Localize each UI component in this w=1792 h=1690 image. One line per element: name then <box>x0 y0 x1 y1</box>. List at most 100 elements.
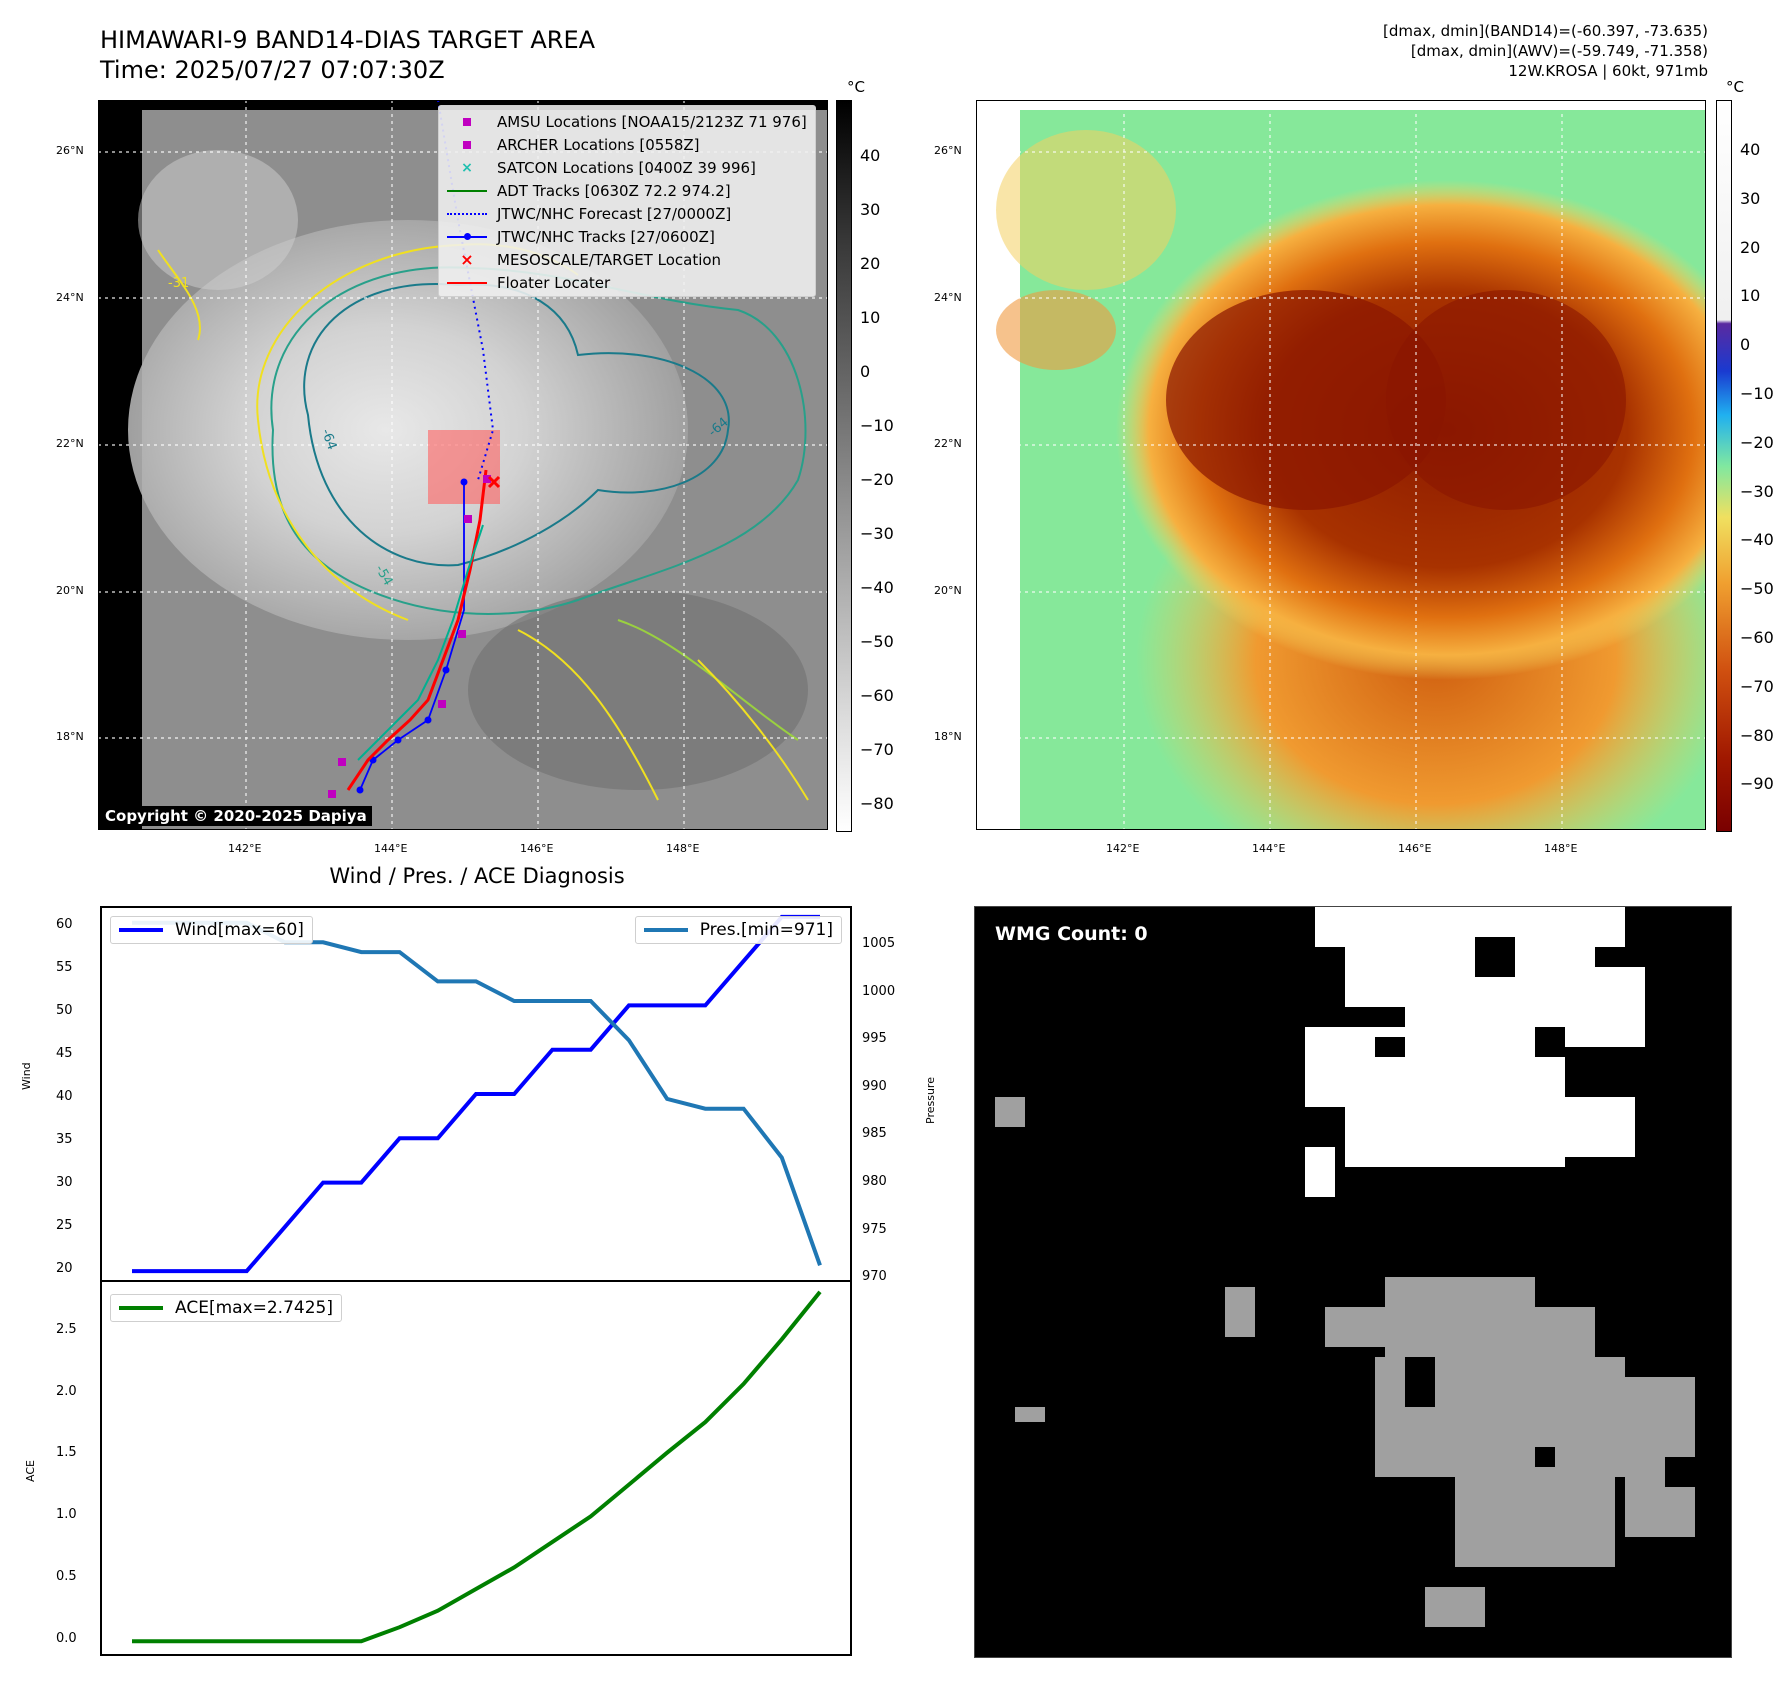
ir-colorbar-tick: −40 <box>860 578 894 597</box>
awv-colorbar-tick: −10 <box>1740 384 1774 403</box>
awv-colorbar-tick: −40 <box>1740 530 1774 549</box>
info-storm: 12W.KROSA | 60kt, 971mb <box>1508 62 1708 80</box>
lat-tick: 26°N <box>56 144 84 157</box>
pressure-tick: 1005 <box>862 936 896 951</box>
ir-colorbar <box>836 100 852 832</box>
pressure-tick: 1000 <box>862 984 896 999</box>
lat-tick: 22°N <box>56 437 84 450</box>
awv-colorbar-tick: 0 <box>1740 335 1751 354</box>
legend-item: JTWC/NHC Forecast [27/0000Z] <box>447 202 807 225</box>
pressure-legend: Pres.[min=971] <box>634 916 842 944</box>
figure-title: HIMAWARI-9 BAND14-DIAS TARGET AREA <box>100 26 596 54</box>
ace-series-line <box>132 1290 822 1644</box>
wind-series-line <box>132 914 820 1274</box>
awv-map-image <box>975 99 1776 900</box>
awv-colorbar-tick: −90 <box>1740 774 1774 793</box>
lon-tick: 146°E <box>520 842 554 855</box>
ir-map-panel: -64 -54 -31 -64 AMSU Locations [NOAA15/2… <box>97 99 829 831</box>
wind-tick: 30 <box>56 1175 73 1190</box>
ir-colorbar-tick: −60 <box>860 686 894 705</box>
ir-colorbar-tick: −20 <box>860 470 894 489</box>
pressure-tick: 975 <box>862 1222 887 1237</box>
legend-item: ARCHER Locations [0558Z] <box>447 133 807 156</box>
lon-tick: 146°E <box>1398 842 1432 855</box>
awv-colorbar <box>1716 100 1732 832</box>
wind-pressure-axes: Wind[max=60] Pres.[min=971] <box>100 906 852 1282</box>
wind-axis-label: Wind <box>20 1062 33 1090</box>
awv-colorbar-tick: −80 <box>1740 726 1774 745</box>
ace-tick: 2.0 <box>56 1384 77 1399</box>
awv-colorbar-tick: −20 <box>1740 433 1774 452</box>
ir-colorbar-unit: °C <box>847 78 865 96</box>
wind-tick: 55 <box>56 960 73 975</box>
figure-time: Time: 2025/07/27 07:07:30Z <box>100 56 445 84</box>
ace-tick: 1.0 <box>56 1507 77 1522</box>
wind-tick: 25 <box>56 1218 73 1233</box>
lon-tick: 148°E <box>666 842 700 855</box>
ace-axis-label: ACE <box>24 1460 37 1482</box>
pressure-tick: 990 <box>862 1079 887 1094</box>
ace-tick: 1.5 <box>56 1445 77 1460</box>
ace-tick: 2.5 <box>56 1322 77 1337</box>
ace-plot <box>132 1290 822 1644</box>
ir-colorbar-tick: 20 <box>860 254 881 273</box>
awv-colorbar-tick: −60 <box>1740 628 1774 647</box>
legend-item: JTWC/NHC Tracks [27/0600Z] <box>447 225 807 248</box>
wind-legend: Wind[max=60] <box>110 916 313 944</box>
pressure-tick: 980 <box>862 1174 887 1189</box>
awv-colorbar-tick: 20 <box>1740 238 1761 257</box>
lat-tick: 20°N <box>56 584 84 597</box>
pressure-tick: 970 <box>862 1269 887 1284</box>
lon-tick: 144°E <box>374 842 408 855</box>
copyright-label: Copyright © 2020-2025 Dapiya <box>100 806 372 826</box>
lat-tick: 22°N <box>934 437 962 450</box>
ace-axes: ACE[max=2.7425] <box>100 1280 852 1656</box>
wind-tick: 20 <box>56 1261 73 1276</box>
ir-colorbar-tick: −70 <box>860 740 894 759</box>
awv-colorbar-tick: 30 <box>1740 189 1761 208</box>
legend-item: Floater Locater <box>447 271 807 294</box>
pressure-tick: 995 <box>862 1031 887 1046</box>
ir-colorbar-tick: −30 <box>860 524 894 543</box>
pressure-axis-label: Pressure <box>924 1077 937 1124</box>
wind-pressure-plot <box>132 914 822 1274</box>
awv-colorbar-unit: °C <box>1726 78 1744 96</box>
awv-colorbar-tick: 40 <box>1740 140 1761 159</box>
ir-colorbar-tick: 40 <box>860 146 881 165</box>
lat-tick: 24°N <box>56 291 84 304</box>
legend-item: AMSU Locations [NOAA15/2123Z 71 976] <box>447 110 807 133</box>
ace-tick: 0.0 <box>56 1631 77 1646</box>
lon-tick: 142°E <box>228 842 262 855</box>
awv-colorbar-tick: 10 <box>1740 286 1761 305</box>
ir-colorbar-tick: −80 <box>860 794 894 813</box>
lon-tick: 148°E <box>1544 842 1578 855</box>
awv-colorbar-tick: −50 <box>1740 579 1774 598</box>
diagnosis-title: Wind / Pres. / ACE Diagnosis <box>329 864 625 888</box>
wmg-panel: WMG Count: 0 <box>974 906 1732 1658</box>
ace-tick: 0.5 <box>56 1569 77 1584</box>
map-legend: AMSU Locations [NOAA15/2123Z 71 976] ARC… <box>438 105 816 297</box>
legend-item: × SATCON Locations [0400Z 39 996] <box>461 158 756 177</box>
lat-tick: 18°N <box>934 730 962 743</box>
wmg-mask-image <box>995 907 1695 1627</box>
wind-tick: 60 <box>56 917 73 932</box>
info-band14: [dmax, dmin](BAND14)=(-60.397, -73.635) <box>1383 22 1708 40</box>
wind-tick: 40 <box>56 1089 73 1104</box>
contour-label: -31 <box>168 276 190 291</box>
wmg-count-label: WMG Count: 0 <box>995 923 1148 945</box>
awv-colorbar-tick: −30 <box>1740 482 1774 501</box>
wind-tick: 35 <box>56 1132 73 1147</box>
ir-colorbar-tick: 0 <box>860 362 871 381</box>
ir-colorbar-tick: 10 <box>860 308 881 327</box>
lon-tick: 142°E <box>1106 842 1140 855</box>
awv-map-panel <box>975 99 1776 900</box>
wind-tick: 45 <box>56 1046 73 1061</box>
ir-colorbar-tick: −10 <box>860 416 894 435</box>
lat-tick: 18°N <box>56 730 84 743</box>
lat-tick: 24°N <box>934 291 962 304</box>
ace-legend: ACE[max=2.7425] <box>110 1294 342 1322</box>
ir-colorbar-tick: −50 <box>860 632 894 651</box>
lat-tick: 20°N <box>934 584 962 597</box>
legend-item: ADT Tracks [0630Z 72.2 974.2] <box>447 179 807 202</box>
legend-item: × MESOSCALE/TARGET Location <box>460 249 722 269</box>
